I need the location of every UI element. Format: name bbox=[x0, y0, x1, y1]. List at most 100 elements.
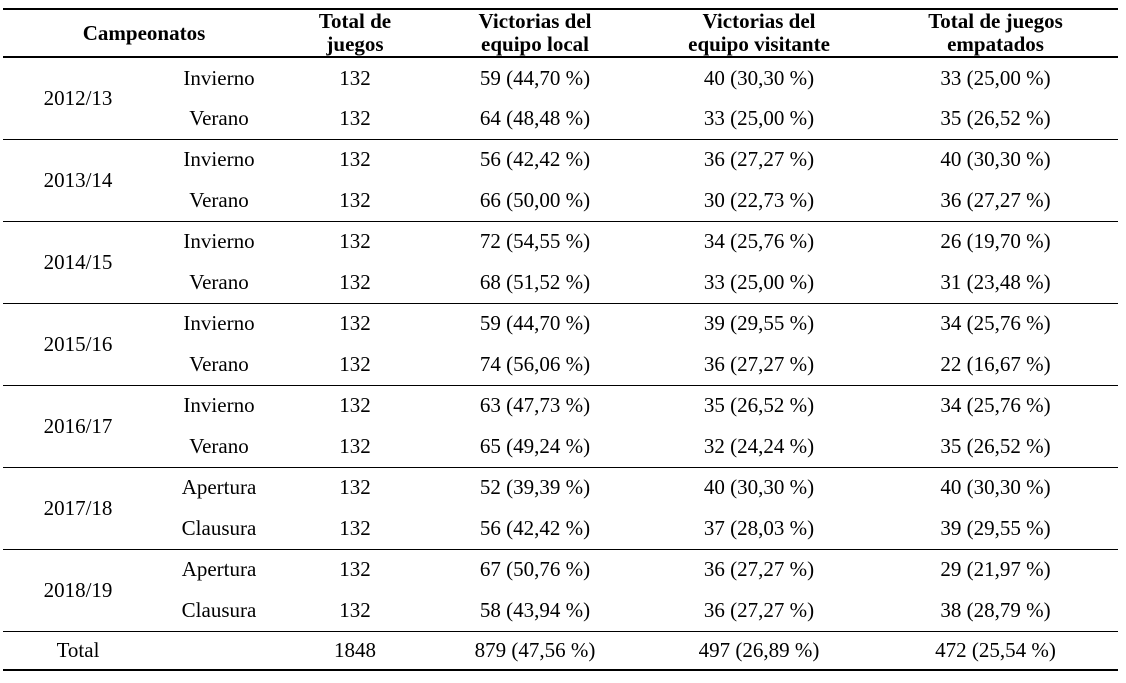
victorias-visitante-cell: 40 (30,30 %) bbox=[645, 56, 874, 99]
year-cell: 2017/18 bbox=[3, 466, 153, 550]
victorias-local-cell: 68 (51,52 %) bbox=[479, 269, 591, 294]
header-total-juegos-line2: juegos bbox=[326, 32, 384, 57]
total-juegos-cell: 132 bbox=[339, 351, 371, 376]
total-juegos-cell: 132 bbox=[339, 515, 371, 540]
victorias-local-cell: 56 (42,42 %) bbox=[479, 515, 591, 540]
header-total-empatados-line2: empatados bbox=[947, 32, 1044, 57]
empatados-cell: 26 (19,70 %) bbox=[873, 220, 1119, 263]
season-cell: Clausura bbox=[181, 515, 257, 540]
year-cell: 2013/14 bbox=[3, 138, 153, 222]
season-cell: Verano bbox=[189, 433, 249, 458]
total-label-cell: Total bbox=[3, 630, 153, 671]
table-row: Clausura 132 56 (42,42 %) 37 (28,03 %) 3… bbox=[3, 508, 1118, 549]
season-cell: Verano bbox=[189, 351, 249, 376]
victorias-local-cell: 74 (56,06 %) bbox=[479, 351, 591, 376]
empatados-cell: 34 (25,76 %) bbox=[873, 384, 1119, 427]
total-juegos-cell: 132 bbox=[339, 187, 371, 212]
empatados-cell: 31 (23,48 %) bbox=[940, 269, 1051, 294]
year-cell: 2016/17 bbox=[3, 384, 153, 468]
season-cell: Clausura bbox=[181, 597, 257, 622]
total-juegos-cell: 132 bbox=[285, 384, 426, 427]
victorias-visitante-cell: 39 (29,55 %) bbox=[645, 302, 874, 345]
victorias-visitante-cell: 37 (28,03 %) bbox=[703, 515, 815, 540]
table-row: Clausura 132 58 (43,94 %) 36 (27,27 %) 3… bbox=[3, 590, 1118, 631]
victorias-visitante-cell: 34 (25,76 %) bbox=[645, 220, 874, 263]
victorias-visitante-cell: 32 (24,24 %) bbox=[703, 433, 815, 458]
empatados-cell: 29 (21,97 %) bbox=[873, 548, 1119, 591]
total-juegos-cell: 132 bbox=[339, 105, 371, 130]
season-cell: Invierno bbox=[153, 56, 286, 99]
victorias-visitante-cell: 36 (27,27 %) bbox=[645, 138, 874, 181]
victorias-local-cell: 72 (54,55 %) bbox=[425, 220, 646, 263]
victorias-local-cell: 63 (47,73 %) bbox=[425, 384, 646, 427]
victorias-visitante-cell: 36 (27,27 %) bbox=[645, 548, 874, 591]
season-cell: Invierno bbox=[153, 220, 286, 263]
empatados-cell: 39 (29,55 %) bbox=[940, 515, 1051, 540]
header-victorias-local-line1: Victorias del bbox=[478, 9, 592, 33]
header-campeonatos: Campeonatos bbox=[3, 9, 286, 59]
table-header: Campeonatos Total de juegos Victorias de… bbox=[3, 9, 1119, 59]
season-cell: Verano bbox=[189, 269, 249, 294]
table-row: 2016/17 Invierno 132 63 (47,73 %) 35 (26… bbox=[3, 384, 1119, 468]
header-victorias-visitante: Victorias del equipo visitante bbox=[645, 9, 874, 59]
victorias-local-cell: 58 (43,94 %) bbox=[479, 597, 591, 622]
victorias-local-cell: 52 (39,39 %) bbox=[425, 466, 646, 509]
victorias-local-cell: 59 (44,70 %) bbox=[425, 302, 646, 345]
total-juegos-cell: 132 bbox=[339, 269, 371, 294]
victorias-visitante-cell: 30 (22,73 %) bbox=[703, 187, 815, 212]
header-row: Campeonatos Total de juegos Victorias de… bbox=[3, 9, 1119, 59]
victorias-local-total-cell: 879 (47,56 %) bbox=[425, 630, 646, 671]
total-row: Total 1848 879 (47,56 %) 497 (26,89 %) 4… bbox=[3, 630, 1119, 671]
victorias-visitante-cell: 36 (27,27 %) bbox=[703, 351, 815, 376]
championship-results-table: Campeonatos Total de juegos Victorias de… bbox=[3, 8, 1119, 672]
table-body: 2012/13 Invierno 132 59 (44,70 %) 40 (30… bbox=[3, 56, 1119, 632]
empatados-cell: 38 (28,79 %) bbox=[940, 597, 1051, 622]
table-row: Verano 132 65 (49,24 %) 32 (24,24 %) 35 … bbox=[3, 426, 1118, 467]
season-cell: Apertura bbox=[153, 548, 286, 591]
total-season-empty-cell bbox=[153, 630, 286, 671]
total-juegos-cell: 132 bbox=[285, 220, 426, 263]
total-juegos-cell: 132 bbox=[285, 466, 426, 509]
header-total-juegos: Total de juegos bbox=[285, 9, 426, 59]
header-total-empatados-line1: Total de juegos bbox=[928, 9, 1063, 33]
season-cell: Verano bbox=[189, 105, 249, 130]
victorias-visitante-cell: 35 (26,52 %) bbox=[645, 384, 874, 427]
table-row: Verano 132 66 (50,00 %) 30 (22,73 %) 36 … bbox=[3, 180, 1118, 221]
header-victorias-local: Victorias del equipo local bbox=[425, 9, 646, 59]
table-row: 2017/18 Apertura 132 52 (39,39 %) 40 (30… bbox=[3, 466, 1119, 550]
victorias-local-cell: 56 (42,42 %) bbox=[425, 138, 646, 181]
empatados-total-cell: 472 (25,54 %) bbox=[873, 630, 1119, 671]
table-row: 2013/14 Invierno 132 56 (42,42 %) 36 (27… bbox=[3, 138, 1119, 222]
total-juegos-cell: 132 bbox=[339, 433, 371, 458]
table-row: 2015/16 Invierno 132 59 (44,70 %) 39 (29… bbox=[3, 302, 1119, 386]
empatados-cell: 40 (30,30 %) bbox=[873, 466, 1119, 509]
season-cell: Apertura bbox=[153, 466, 286, 509]
table-row: Verano 132 68 (51,52 %) 33 (25,00 %) 31 … bbox=[3, 262, 1118, 303]
year-cell: 2012/13 bbox=[3, 56, 153, 140]
table-row: 2014/15 Invierno 132 72 (54,55 %) 34 (25… bbox=[3, 220, 1119, 304]
year-cell: 2014/15 bbox=[3, 220, 153, 304]
header-total-empatados: Total de juegos empatados bbox=[873, 9, 1119, 59]
total-juegos-cell: 132 bbox=[285, 302, 426, 345]
victorias-local-cell: 59 (44,70 %) bbox=[425, 56, 646, 99]
victorias-local-cell: 65 (49,24 %) bbox=[479, 433, 591, 458]
empatados-cell: 35 (26,52 %) bbox=[940, 433, 1051, 458]
header-total-juegos-line1: Total de bbox=[318, 9, 392, 33]
table-footer: Total 1848 879 (47,56 %) 497 (26,89 %) 4… bbox=[3, 630, 1119, 671]
header-victorias-visitante-line2: equipo visitante bbox=[688, 32, 830, 57]
header-victorias-local-line2: equipo local bbox=[481, 32, 589, 57]
total-juegos-cell: 132 bbox=[285, 138, 426, 181]
total-juegos-cell: 132 bbox=[285, 56, 426, 99]
total-juegos-cell: 132 bbox=[285, 548, 426, 591]
empatados-cell: 33 (25,00 %) bbox=[873, 56, 1119, 99]
season-cell: Verano bbox=[189, 187, 249, 212]
season-cell: Invierno bbox=[153, 384, 286, 427]
victorias-visitante-total-cell: 497 (26,89 %) bbox=[645, 630, 874, 671]
victorias-visitante-cell: 33 (25,00 %) bbox=[703, 105, 815, 130]
victorias-local-cell: 66 (50,00 %) bbox=[479, 187, 591, 212]
header-victorias-visitante-line1: Victorias del bbox=[702, 9, 816, 33]
empatados-cell: 35 (26,52 %) bbox=[940, 105, 1051, 130]
empatados-cell: 22 (16,67 %) bbox=[940, 351, 1051, 376]
table-row: 2012/13 Invierno 132 59 (44,70 %) 40 (30… bbox=[3, 56, 1119, 140]
